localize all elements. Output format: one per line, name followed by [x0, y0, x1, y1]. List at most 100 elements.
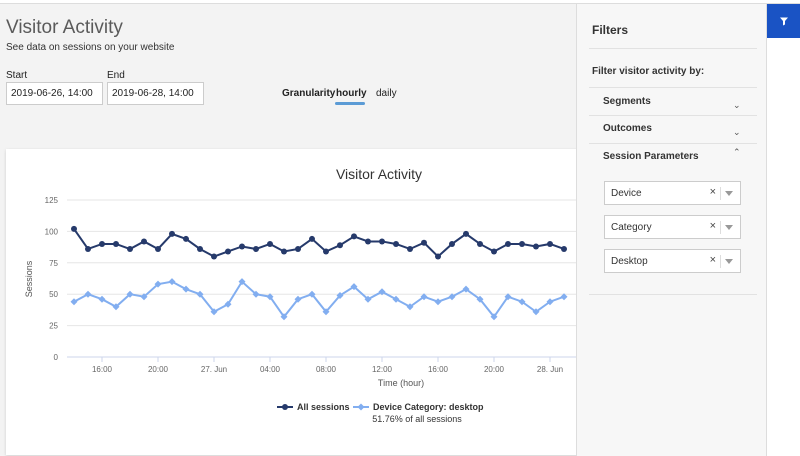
data-point-desktop[interactable]: [84, 290, 92, 298]
filter-toggle-button[interactable]: [767, 4, 800, 38]
granularity-hourly-option[interactable]: hourly: [336, 88, 367, 99]
category-select[interactable]: Category ×: [604, 215, 741, 239]
data-point-desktop[interactable]: [126, 290, 134, 298]
data-point-all-sessions[interactable]: [477, 240, 483, 247]
data-point-all-sessions[interactable]: [421, 239, 427, 246]
legend-desktop[interactable]: Device Category: desktop: [373, 402, 484, 412]
data-point-desktop[interactable]: [350, 283, 358, 291]
data-point-desktop[interactable]: [462, 285, 470, 293]
chart-legend[interactable]: All sessions Device Category: desktop 51…: [277, 402, 484, 424]
data-point-desktop[interactable]: [322, 308, 330, 316]
chart-card: Visitor Activity 0 25 50 75 100 125 16:00 20:0…: [6, 149, 576, 455]
data-point-desktop[interactable]: [434, 298, 442, 306]
data-point-all-sessions[interactable]: [449, 240, 455, 247]
top-bar: [0, 0, 800, 4]
data-point-desktop[interactable]: [266, 293, 274, 301]
data-point-desktop[interactable]: [210, 308, 218, 316]
data-point-all-sessions[interactable]: [533, 243, 539, 250]
data-point-all-sessions[interactable]: [407, 245, 413, 252]
data-point-desktop[interactable]: [308, 290, 316, 298]
data-point-all-sessions[interactable]: [379, 238, 385, 245]
data-point-all-sessions[interactable]: [183, 235, 189, 242]
data-point-desktop[interactable]: [518, 298, 526, 306]
data-point-desktop[interactable]: [280, 313, 288, 321]
data-point-desktop[interactable]: [546, 298, 554, 306]
x-tick-label: 20:00: [484, 365, 505, 374]
clear-icon[interactable]: ×: [709, 220, 716, 232]
section-session-parameters[interactable]: Session Parameters: [603, 151, 699, 162]
data-point-all-sessions[interactable]: [225, 248, 231, 255]
y-tick-label: 25: [49, 322, 58, 331]
caret-down-icon[interactable]: [725, 191, 733, 196]
caret-down-icon[interactable]: [725, 259, 733, 264]
clear-icon[interactable]: ×: [709, 254, 716, 266]
data-point-all-sessions[interactable]: [71, 225, 77, 232]
chevron-down-icon[interactable]: ⌄: [733, 127, 741, 137]
data-point-desktop[interactable]: [406, 303, 414, 311]
data-point-desktop[interactable]: [448, 293, 456, 301]
data-point-desktop[interactable]: [224, 300, 232, 308]
data-point-all-sessions[interactable]: [267, 240, 273, 247]
data-point-desktop[interactable]: [98, 295, 106, 303]
data-point-desktop[interactable]: [476, 295, 484, 303]
data-point-desktop[interactable]: [238, 278, 246, 286]
data-point-all-sessions[interactable]: [323, 248, 329, 255]
granularity-daily-option[interactable]: daily: [376, 88, 397, 99]
data-point-desktop[interactable]: [336, 291, 344, 299]
data-point-all-sessions[interactable]: [393, 240, 399, 247]
data-point-desktop[interactable]: [140, 293, 148, 301]
data-point-all-sessions[interactable]: [519, 240, 525, 247]
data-point-all-sessions[interactable]: [113, 240, 119, 247]
data-point-all-sessions[interactable]: [491, 248, 497, 255]
data-point-desktop[interactable]: [252, 290, 260, 298]
data-point-desktop[interactable]: [196, 290, 204, 298]
data-point-desktop[interactable]: [490, 313, 498, 321]
y-tick-label: 0: [54, 353, 59, 362]
device-select[interactable]: Device ×: [604, 181, 741, 205]
data-point-all-sessions[interactable]: [365, 238, 371, 245]
data-point-all-sessions[interactable]: [561, 245, 567, 252]
end-date-input[interactable]: 2019-06-28, 14:00: [107, 82, 204, 105]
data-point-desktop[interactable]: [168, 278, 176, 286]
data-point-desktop[interactable]: [392, 295, 400, 303]
desktop-select[interactable]: Desktop ×: [604, 249, 741, 273]
chevron-down-icon[interactable]: ⌄: [733, 100, 741, 110]
data-point-desktop[interactable]: [154, 280, 162, 288]
data-point-all-sessions[interactable]: [141, 238, 147, 245]
data-point-desktop[interactable]: [378, 288, 386, 296]
data-point-desktop[interactable]: [182, 285, 190, 293]
data-point-all-sessions[interactable]: [281, 248, 287, 255]
data-point-all-sessions[interactable]: [99, 240, 105, 247]
caret-down-icon[interactable]: [725, 225, 733, 230]
data-point-all-sessions[interactable]: [463, 230, 469, 237]
data-point-all-sessions[interactable]: [155, 245, 161, 252]
data-point-desktop[interactable]: [560, 293, 568, 301]
data-point-all-sessions[interactable]: [337, 242, 343, 249]
section-outcomes[interactable]: Outcomes: [603, 123, 652, 134]
data-point-all-sessions[interactable]: [505, 240, 511, 247]
data-point-desktop[interactable]: [70, 298, 78, 306]
data-point-all-sessions[interactable]: [435, 253, 441, 260]
data-point-desktop[interactable]: [294, 295, 302, 303]
section-segments[interactable]: Segments: [603, 96, 651, 107]
legend-all-sessions[interactable]: All sessions: [297, 402, 350, 412]
data-point-all-sessions[interactable]: [351, 233, 357, 240]
data-point-all-sessions[interactable]: [239, 243, 245, 250]
chevron-up-icon[interactable]: ⌃: [733, 147, 741, 157]
data-point-all-sessions[interactable]: [211, 253, 217, 260]
data-point-all-sessions[interactable]: [295, 245, 301, 252]
data-point-all-sessions[interactable]: [547, 240, 553, 247]
data-point-desktop[interactable]: [112, 303, 120, 311]
data-point-all-sessions[interactable]: [253, 245, 259, 252]
data-point-desktop[interactable]: [504, 293, 512, 301]
data-point-all-sessions[interactable]: [169, 230, 175, 237]
data-point-desktop[interactable]: [532, 308, 540, 316]
data-point-all-sessions[interactable]: [309, 235, 315, 242]
data-point-all-sessions[interactable]: [197, 245, 203, 252]
data-point-desktop[interactable]: [364, 295, 372, 303]
start-date-input[interactable]: 2019-06-26, 14:00: [6, 82, 103, 105]
data-point-all-sessions[interactable]: [127, 245, 133, 252]
data-point-all-sessions[interactable]: [85, 245, 91, 252]
data-point-desktop[interactable]: [420, 293, 428, 301]
clear-icon[interactable]: ×: [709, 186, 716, 198]
